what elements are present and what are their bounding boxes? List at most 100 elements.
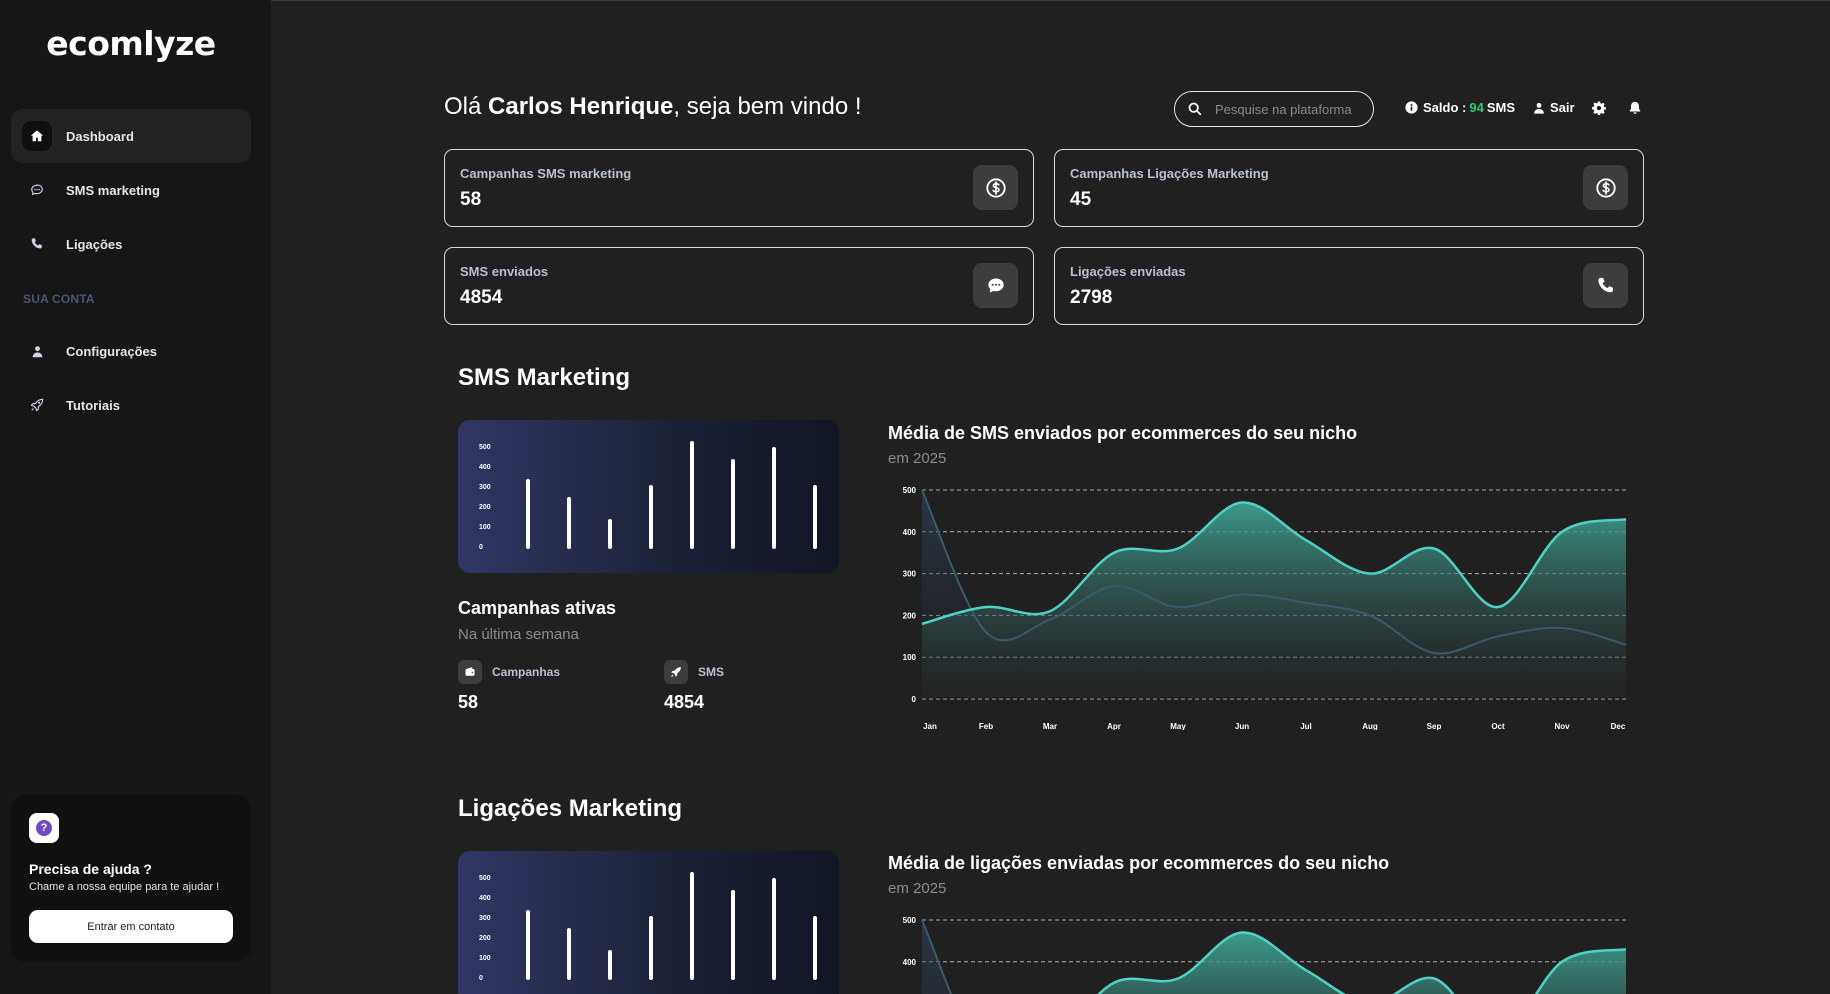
help-title: Precisa de ajuda ? xyxy=(29,861,152,877)
logout-button[interactable]: Sair xyxy=(1533,100,1575,115)
kpi-value-campaigns: 58 xyxy=(458,692,479,712)
section-title-sms: SMS Marketing xyxy=(458,364,631,391)
chat-bubble-icon xyxy=(973,263,1018,308)
area-chart-sms: 500 400 300 200 100 0 Jan Feb Mar Apr May Jun Jul Aug… xyxy=(903,486,1627,730)
x-tick-label: May xyxy=(1170,722,1186,730)
balance-unit: SMS xyxy=(1486,100,1515,115)
y-tick-label: 0 xyxy=(912,695,917,704)
sidebar: ecomlyze Dashboard SMS marketing Ligaçõe… xyxy=(0,0,271,994)
y-tick-label: 500 xyxy=(903,916,917,925)
mini-chart-ytick: 500 xyxy=(479,444,491,451)
kpi-label-campaigns: Campanhas xyxy=(492,665,561,679)
mini-bar-chart-calls: 500 400 300 200 100 0 xyxy=(458,851,839,994)
series-line-secondary xyxy=(921,489,1627,655)
x-tick-label: Jan xyxy=(923,722,937,730)
y-tick-label: 400 xyxy=(903,958,917,967)
phone-icon xyxy=(1583,263,1628,308)
mini-chart-ytick: 500 xyxy=(479,875,491,882)
mini-chart-ytick: 0 xyxy=(479,975,483,982)
x-tick-label: Apr xyxy=(1107,722,1121,730)
chart-subtitle-sms: em 2025 xyxy=(888,450,947,467)
user-icon xyxy=(1534,102,1544,114)
mini-bar-chart-svg: 500 400 300 200 100 0 xyxy=(479,441,817,551)
stat-card-call-campaigns: Campanhas Ligações Marketing 45 xyxy=(1054,149,1644,227)
x-tick-label: Jun xyxy=(1235,722,1249,730)
greeting-suffix: , seja bem vindo ! xyxy=(673,93,862,120)
greeting-prefix: Olá xyxy=(444,93,489,120)
sidebar-item-dashboard[interactable]: Dashboard xyxy=(11,109,251,163)
series-line-primary xyxy=(1097,931,1627,994)
sidebar-item-label: Dashboard xyxy=(66,128,134,144)
stat-value: 58 xyxy=(460,189,482,210)
info-icon xyxy=(1405,101,1418,114)
balance-value: 94 xyxy=(1469,100,1484,115)
kpi-label-sms: SMS xyxy=(698,665,725,679)
stat-label: SMS enviados xyxy=(460,264,549,279)
sidebar-item-sms-marketing[interactable]: SMS marketing xyxy=(11,163,251,217)
x-tick-label: Nov xyxy=(1554,722,1570,730)
app-logo[interactable]: ecomlyze xyxy=(46,24,216,63)
sidebar-item-configuracoes[interactable]: Configurações xyxy=(11,324,251,378)
chart-subtitle-calls: em 2025 xyxy=(888,880,947,897)
sidebar-item-label: Configurações xyxy=(66,343,158,359)
x-tick-label: Sep xyxy=(1427,722,1442,730)
home-icon xyxy=(22,121,52,151)
x-tick-label: Oct xyxy=(1491,722,1505,730)
rocket-icon xyxy=(664,660,688,684)
mini-chart-ytick: 300 xyxy=(479,915,491,922)
user-name: Carlos Henrique xyxy=(488,93,674,120)
stat-label: Campanhas SMS marketing xyxy=(460,166,632,181)
rocket-icon xyxy=(22,390,52,420)
y-tick-label: 100 xyxy=(903,653,917,662)
y-tick-label: 200 xyxy=(903,611,917,620)
contact-button[interactable]: Entrar em contato xyxy=(29,910,233,943)
mini-chart-ytick: 400 xyxy=(479,895,491,902)
dollar-icon xyxy=(1583,165,1628,210)
stat-card-calls-sent: Ligações enviadas 2798 xyxy=(1054,247,1644,325)
logout-label: Sair xyxy=(1550,100,1575,115)
sidebar-item-ligacoes[interactable]: Ligações xyxy=(11,217,251,271)
wallet-icon xyxy=(458,660,482,684)
chart-title-calls: Média de ligações enviadas por ecommerce… xyxy=(888,853,1390,873)
x-tick-label: Feb xyxy=(979,722,993,730)
section-title-account: SUA CONTA xyxy=(23,292,95,306)
mini-chart-ytick: 300 xyxy=(479,484,491,491)
campaigns-subtitle: Na última semana xyxy=(458,626,579,643)
stat-value: 45 xyxy=(1070,189,1092,210)
x-tick-label: Jul xyxy=(1300,722,1312,730)
dollar-icon xyxy=(973,165,1018,210)
mini-chart-ytick: 200 xyxy=(479,504,491,511)
search-bar[interactable] xyxy=(1174,91,1374,127)
mini-bar-chart-sms: 500 400 300 200 100 0 xyxy=(458,420,839,573)
mini-bar-chart-svg: 500 400 300 200 100 0 xyxy=(479,872,817,982)
greeting: Olá Carlos Henrique, seja bem vindo ! xyxy=(444,93,862,121)
top-border xyxy=(0,0,1830,1)
sidebar-item-tutoriais[interactable]: Tutoriais xyxy=(11,378,251,432)
mini-chart-ytick: 100 xyxy=(479,955,491,962)
gear-icon[interactable] xyxy=(1592,101,1606,115)
sidebar-item-label: SMS marketing xyxy=(66,182,160,198)
bell-icon[interactable] xyxy=(1628,101,1642,115)
y-tick-label: 400 xyxy=(903,528,917,537)
chart-title-sms: Média de SMS enviados por ecommerces do … xyxy=(888,423,1358,443)
mini-chart-ytick: 100 xyxy=(479,524,491,531)
x-tick-label: Aug xyxy=(1362,722,1378,730)
user-icon xyxy=(22,336,52,366)
search-input[interactable] xyxy=(1215,101,1365,117)
phone-icon xyxy=(22,229,52,259)
section-title-calls: Ligações Marketing xyxy=(458,795,683,822)
series-line-primary xyxy=(921,501,1627,625)
stat-label: Ligações enviadas xyxy=(1070,264,1186,279)
campaigns-title: Campanhas ativas xyxy=(458,598,617,618)
help-card: ? Precisa de ajuda ? Chame a nossa equip… xyxy=(11,795,251,962)
stat-value: 2798 xyxy=(1070,287,1113,308)
search-icon xyxy=(1188,102,1202,116)
sidebar-item-label: Tutoriais xyxy=(66,397,120,413)
area-fill-primary xyxy=(922,502,1626,699)
mini-chart-ytick: 200 xyxy=(479,935,491,942)
kpi-value-sms: 4854 xyxy=(664,692,705,712)
area-fill-primary xyxy=(1099,932,1626,994)
chat-bubble-icon xyxy=(22,175,52,205)
mini-chart-ytick: 0 xyxy=(479,544,483,551)
x-tick-label: Dec xyxy=(1611,722,1626,730)
